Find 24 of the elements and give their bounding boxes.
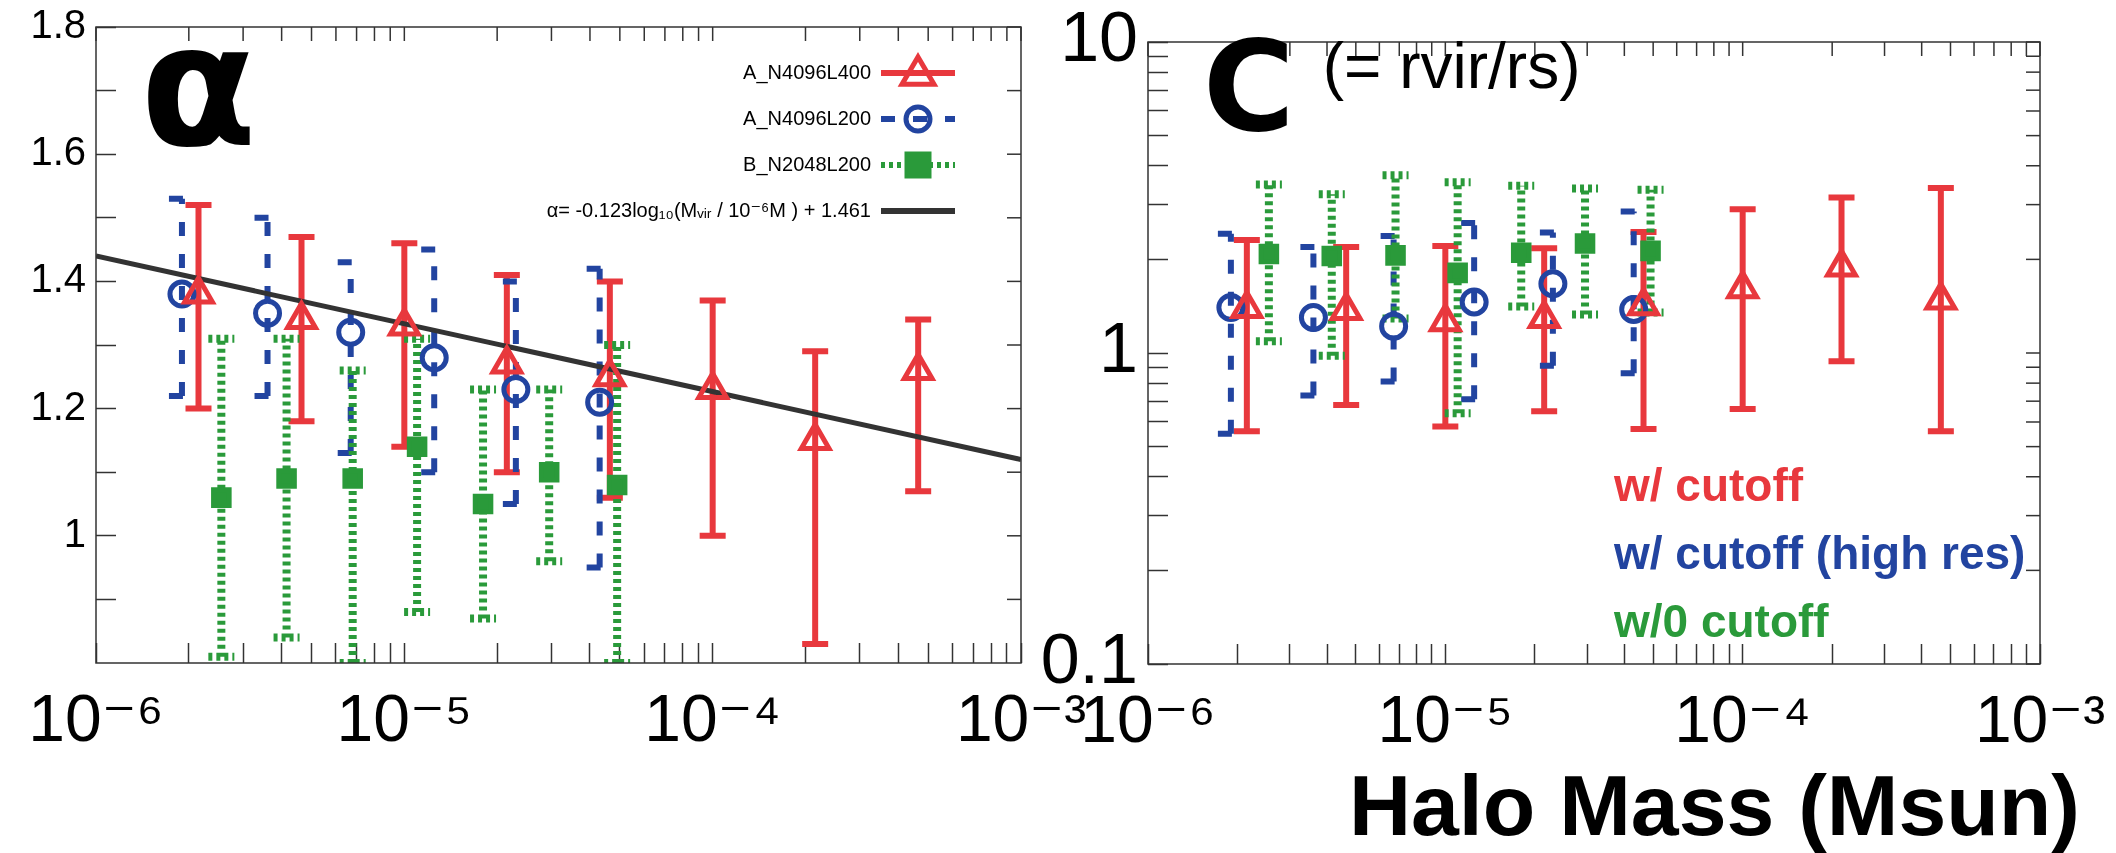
y-tick-label: 1	[1099, 309, 1138, 388]
x-tick-label: 10⁻⁴	[1674, 681, 1811, 756]
chart-subtitle: (= rvir/rs)	[1322, 30, 1581, 102]
chart-title: α	[140, 0, 257, 185]
x-tick-label: 10⁻⁵	[1377, 681, 1514, 756]
chart-title: C	[1203, 14, 1295, 159]
y-tick-label: 1.8	[30, 2, 86, 47]
text: w/0 cutoff	[1613, 595, 1830, 647]
legend-label: α= -0.123log₁₀(Mᵥᵢᵣ / 10⁻⁶M ) + 1.461	[546, 198, 871, 221]
legend-label: A_N4096L400	[743, 60, 871, 84]
y-tick-label: 1.2	[30, 383, 86, 428]
x-tick-label: 10⁻⁴	[644, 680, 781, 755]
y-tick-label: 10	[1060, 0, 1138, 77]
x-axis-title: Halo Mass (Msun)	[1348, 757, 2080, 853]
y-tick-label: 1.6	[30, 129, 86, 174]
legend-label: A_N4096L200	[743, 106, 871, 130]
legend-label: B_N2048L200	[743, 152, 871, 176]
x-tick-label: 10⁻⁵	[336, 680, 473, 755]
x-tick-label: 10⁻⁶	[28, 680, 164, 755]
x-tick-label: 10⁻³	[1974, 681, 2106, 756]
text: w/ cutoff (high res)	[1613, 527, 2026, 579]
y-tick-label: 1	[63, 510, 86, 555]
y-tick-label: 1.4	[30, 256, 86, 301]
text: w/ cutoff	[1613, 459, 1804, 511]
